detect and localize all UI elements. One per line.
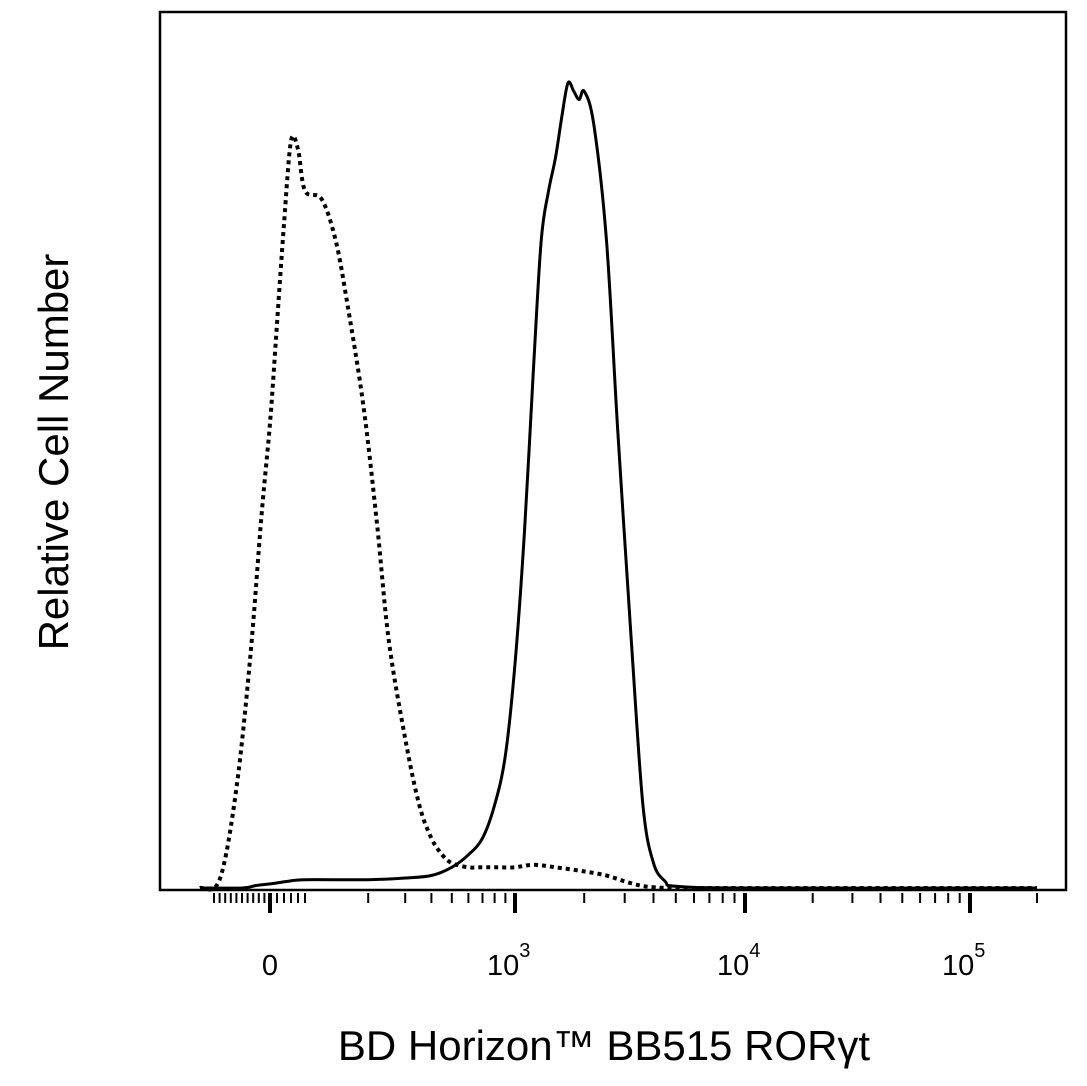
x-minor-ticks (213, 893, 1038, 903)
histogram-curves (199, 80, 1037, 892)
x-tick-label-exponent: 5 (974, 940, 985, 962)
stained-histogram-line (199, 80, 1037, 890)
x-tick-label: 104 (717, 940, 760, 982)
x-axis-title: BD Horizon™ BB515 RORγt (338, 1022, 871, 1069)
x-tick-label-exponent: 4 (749, 940, 760, 962)
x-tick-label-exponent: 3 (519, 940, 530, 962)
plot-frame (158, 10, 1068, 892)
y-axis-title: Relative Cell Number (30, 254, 77, 651)
x-tick-label: 103 (487, 940, 530, 982)
x-tick-label: 105 (942, 940, 985, 982)
x-major-ticks (268, 893, 972, 913)
x-tick-labels: 0 103 104 105 (262, 940, 985, 982)
x-tick-label-base: 10 (487, 950, 519, 982)
x-tick-label-base: 10 (942, 950, 974, 982)
x-tick-label-base: 10 (717, 950, 749, 982)
x-tick-label: 0 (262, 950, 278, 982)
control-histogram-line (199, 133, 1037, 892)
